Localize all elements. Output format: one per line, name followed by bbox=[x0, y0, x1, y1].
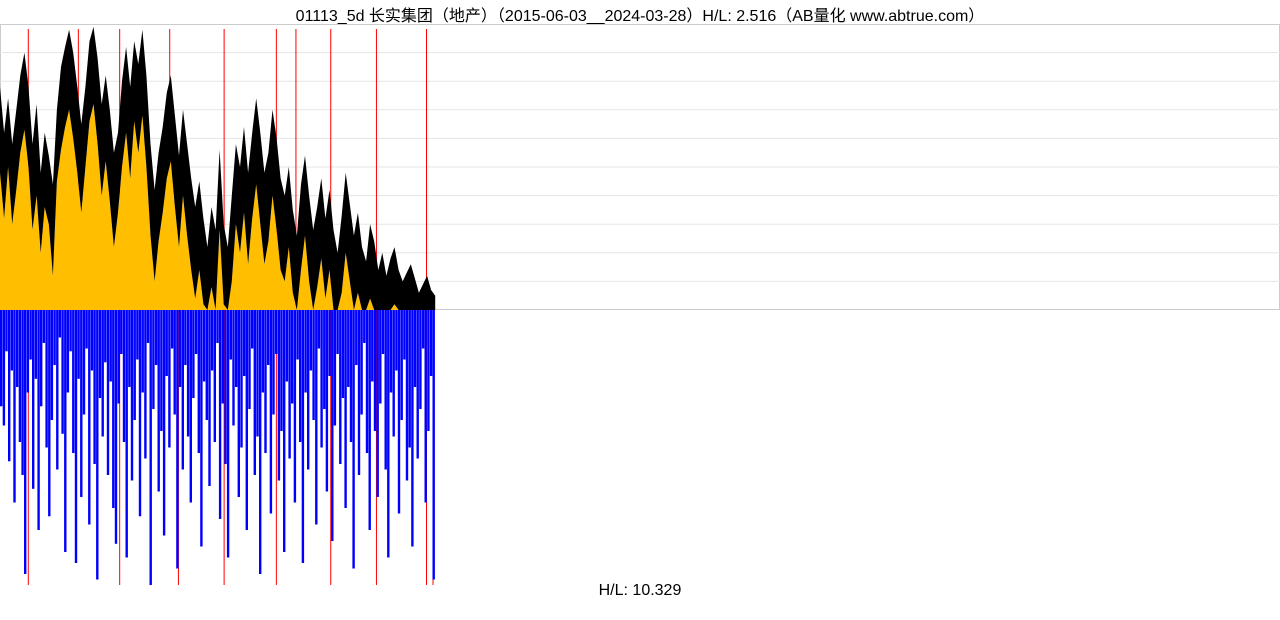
chart-bottom-title: H/L: 10.329 bbox=[0, 582, 1280, 600]
stock-chart-svg bbox=[0, 0, 1280, 620]
